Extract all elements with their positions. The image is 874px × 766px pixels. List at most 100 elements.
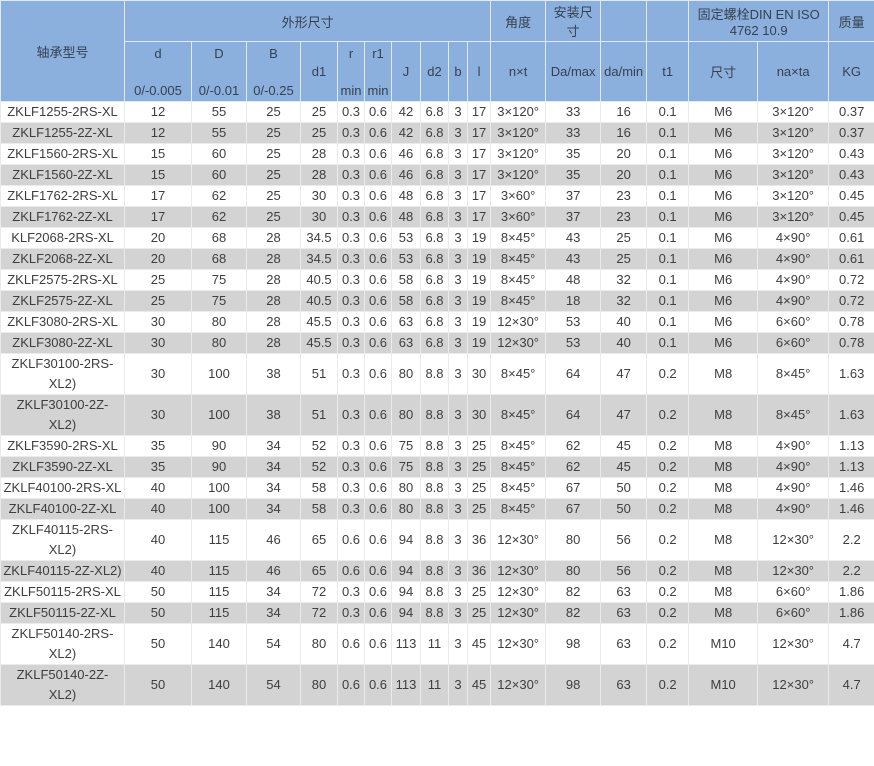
value-cell: M8: [688, 435, 759, 457]
value-cell: 0.2: [646, 602, 690, 624]
col-sublabel: 0/-0.005: [134, 82, 182, 98]
value-cell: 0.6: [337, 664, 365, 706]
value-cell: 0.1: [646, 122, 690, 144]
value-cell: 8×45°: [757, 353, 830, 395]
value-cell: 3: [448, 248, 468, 270]
table-row: ZKLF3080-2Z-XL 30 80 28 45.5 0.3 0.6 63 6.8 3 19 12…: [0, 332, 874, 354]
value-cell: 12×30°: [757, 664, 830, 706]
value-cell: 30: [300, 206, 338, 228]
value-cell: 67: [545, 498, 602, 520]
value-cell: 40: [600, 332, 648, 354]
value-cell: 25: [466, 498, 492, 520]
value-cell: 48: [391, 206, 421, 228]
col-header-b: b: [448, 41, 468, 102]
value-cell: 0.2: [646, 664, 690, 706]
value-cell: 32: [600, 269, 648, 291]
value-cell: 25: [466, 435, 492, 457]
value-cell: 28: [246, 332, 301, 354]
value-cell: 28: [300, 143, 338, 165]
value-cell: 3: [448, 143, 468, 165]
value-cell: 6.8: [420, 206, 449, 228]
value-cell: 8.8: [420, 353, 449, 395]
value-cell: 25: [300, 122, 338, 144]
value-cell: 0.6: [364, 206, 392, 228]
value-cell: 3×120°: [490, 143, 547, 165]
value-cell: 43: [545, 227, 602, 249]
value-cell: 3×120°: [490, 101, 547, 123]
col-header-b-dim: B 0/-0.25: [246, 41, 301, 102]
value-cell: 98: [545, 664, 602, 706]
value-cell: 45.5: [300, 332, 338, 354]
value-cell: 0.72: [828, 269, 874, 291]
value-cell: 98: [545, 623, 602, 665]
value-cell: 3: [448, 206, 468, 228]
value-cell: 94: [391, 560, 421, 582]
value-cell: 15: [124, 164, 192, 186]
value-cell: 46: [391, 143, 421, 165]
value-cell: M8: [688, 581, 759, 603]
group-header-angle: 角度: [490, 0, 547, 42]
value-cell: 25: [466, 581, 492, 603]
value-cell: 53: [391, 248, 421, 270]
value-cell: 34: [246, 602, 301, 624]
value-cell: 12: [124, 122, 192, 144]
value-cell: 0.3: [337, 101, 365, 123]
value-cell: 0.3: [337, 435, 365, 457]
value-cell: 4.7: [828, 623, 874, 665]
value-cell: 63: [600, 623, 648, 665]
value-cell: 48: [391, 185, 421, 207]
group-header-spacer-2: [646, 0, 690, 42]
value-cell: M8: [688, 477, 759, 499]
value-cell: 62: [191, 206, 247, 228]
value-cell: 1.86: [828, 581, 874, 603]
value-cell: 40: [124, 560, 192, 582]
value-cell: 3×60°: [490, 185, 547, 207]
value-cell: 8×45°: [490, 456, 547, 478]
value-cell: 37: [545, 206, 602, 228]
value-cell: 56: [600, 519, 648, 561]
model-cell: ZKLF30100-2RS-XL2): [0, 353, 125, 395]
value-cell: 1.13: [828, 435, 874, 457]
value-cell: 1.86: [828, 602, 874, 624]
value-cell: 25: [246, 185, 301, 207]
value-cell: 4×90°: [757, 498, 830, 520]
value-cell: 0.6: [364, 332, 392, 354]
value-cell: 35: [545, 164, 602, 186]
value-cell: 82: [545, 581, 602, 603]
model-cell: ZKLF2068-2Z-XL: [0, 248, 125, 270]
table-row: ZKLF50140-2RS-XL2) 50 140 54 80 0.6 0.6 113 11 3 4…: [0, 623, 874, 665]
value-cell: 25: [246, 164, 301, 186]
value-cell: 34.5: [300, 248, 338, 270]
value-cell: M8: [688, 560, 759, 582]
value-cell: 0.6: [364, 290, 392, 312]
value-cell: 30: [124, 311, 192, 333]
value-cell: 0.1: [646, 206, 690, 228]
value-cell: 3×120°: [757, 185, 830, 207]
value-cell: 1.13: [828, 456, 874, 478]
col-label: D: [214, 45, 224, 61]
value-cell: 12×30°: [490, 560, 547, 582]
value-cell: 30: [124, 353, 192, 395]
value-cell: 20: [600, 143, 648, 165]
value-cell: 34: [246, 581, 301, 603]
col-header-r1: r1 min: [364, 41, 392, 102]
value-cell: 17: [124, 206, 192, 228]
value-cell: 80: [300, 623, 338, 665]
value-cell: 3×120°: [757, 164, 830, 186]
value-cell: M10: [688, 664, 759, 706]
value-cell: 34: [246, 456, 301, 478]
value-cell: 0.3: [337, 185, 365, 207]
value-cell: 3: [448, 519, 468, 561]
value-cell: 4×90°: [757, 477, 830, 499]
value-cell: 0.3: [337, 164, 365, 186]
value-cell: 54: [246, 623, 301, 665]
group-header-bolt: 固定螺栓DIN EN ISO 4762 10.9: [688, 0, 830, 42]
model-cell: ZKLF40100-2Z-XL: [0, 498, 125, 520]
value-cell: 0.2: [646, 498, 690, 520]
value-cell: 45: [600, 456, 648, 478]
value-cell: 0.61: [828, 248, 874, 270]
value-cell: 6.8: [420, 227, 449, 249]
value-cell: 17: [466, 122, 492, 144]
table-row: ZKLF50140-2Z-XL2) 50 140 54 80 0.6 0.6 113 11 3 45…: [0, 664, 874, 706]
value-cell: 72: [300, 581, 338, 603]
